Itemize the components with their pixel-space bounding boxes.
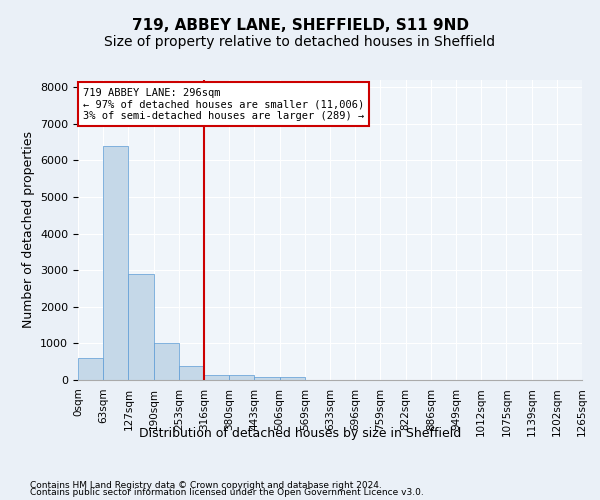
Bar bbox=[179, 366, 204, 380]
Text: Contains HM Land Registry data © Crown copyright and database right 2024.: Contains HM Land Registry data © Crown c… bbox=[30, 480, 382, 490]
Text: 719, ABBEY LANE, SHEFFIELD, S11 9ND: 719, ABBEY LANE, SHEFFIELD, S11 9ND bbox=[131, 18, 469, 32]
Bar bbox=[204, 374, 229, 380]
Text: Contains public sector information licensed under the Open Government Licence v3: Contains public sector information licen… bbox=[30, 488, 424, 497]
Bar bbox=[154, 344, 179, 380]
Bar bbox=[103, 146, 128, 380]
Text: Size of property relative to detached houses in Sheffield: Size of property relative to detached ho… bbox=[104, 35, 496, 49]
Bar bbox=[229, 375, 254, 380]
Bar bbox=[78, 358, 103, 380]
Bar bbox=[280, 378, 305, 380]
Bar bbox=[128, 274, 154, 380]
Y-axis label: Number of detached properties: Number of detached properties bbox=[22, 132, 35, 328]
Bar bbox=[254, 377, 280, 380]
Text: Distribution of detached houses by size in Sheffield: Distribution of detached houses by size … bbox=[139, 428, 461, 440]
Text: 719 ABBEY LANE: 296sqm
← 97% of detached houses are smaller (11,006)
3% of semi-: 719 ABBEY LANE: 296sqm ← 97% of detached… bbox=[83, 88, 364, 120]
